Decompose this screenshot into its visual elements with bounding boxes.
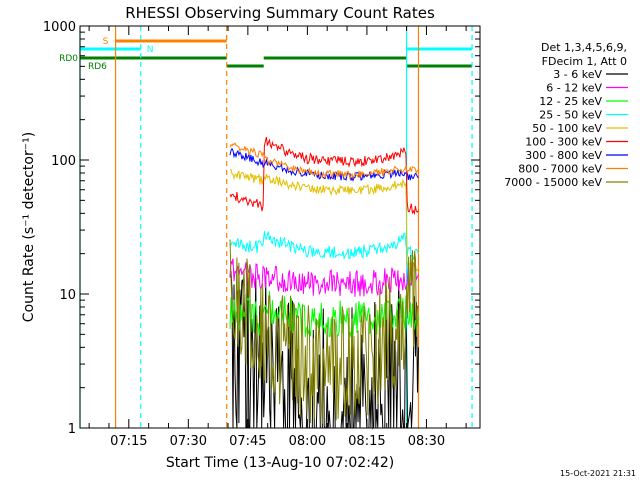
flag-n-label: N	[147, 45, 154, 55]
flag-rd0-label: RD0	[59, 54, 78, 64]
x-tick-label: 08:30	[408, 434, 445, 449]
x-tick-label: 07:45	[229, 434, 266, 449]
legend-header-line1: Det 1,3,4,5,6,9,	[541, 41, 627, 54]
legend-label-6-12-kev: 6 - 12 keV	[546, 82, 602, 95]
legend-label-50-100-kev: 50 - 100 keV	[532, 122, 602, 135]
legend-label-7000-15000-kev: 7000 - 15000 keV	[504, 176, 602, 189]
series-line-800-7000-kev	[229, 142, 419, 180]
chart-title: RHESSI Observing Summary Count Rates	[125, 4, 435, 22]
series-line-7000-15000-kev	[229, 239, 419, 424]
flag-s-label: S	[103, 37, 109, 47]
legend-label-300-800-kev: 300 - 800 keV	[525, 149, 602, 162]
series-lines	[229, 136, 419, 430]
series-line-25-50-kev	[229, 231, 419, 260]
legend-label-12-25-kev: 12 - 25 keV	[539, 95, 602, 108]
flag-rd6-label: RD6	[88, 62, 107, 72]
series-line-300-800-kev	[229, 147, 419, 182]
y-tick-label: 100	[51, 154, 76, 169]
y-tick-label: 1000	[43, 20, 76, 35]
plot-frame	[79, 25, 481, 429]
series-line-100-300-kev	[229, 136, 419, 216]
legend-label-800-7000-kev: 800 - 7000 keV	[518, 163, 602, 176]
series-line-3-6-kev	[229, 270, 419, 430]
legend-header-line2: FDecim 1, Att 0	[542, 55, 627, 68]
x-axis-label: Start Time (13-Aug-10 07:02:42)	[166, 455, 394, 471]
generation-timestamp: 15-Oct-2021 21:31	[560, 469, 636, 478]
y-axis-label: Count Rate (s⁻¹ detector⁻¹)	[21, 132, 37, 322]
y-tick-label: 10	[59, 288, 76, 303]
legend-label-25-50-kev: 25 - 50 keV	[539, 109, 602, 122]
y-axis-ticks: 1 10 100 1000	[43, 20, 480, 437]
flag-bars: S N RD0 RD6	[59, 37, 473, 72]
y-tick-label: 1	[68, 422, 76, 437]
series-line-50-100-kev	[229, 168, 419, 272]
x-tick-label: 07:15	[110, 434, 147, 449]
legend-label-100-300-kev: 100 - 300 keV	[525, 136, 602, 149]
x-tick-label: 07:30	[170, 434, 207, 449]
series-line-6-12-kev	[229, 258, 419, 297]
legend-label-3-6-kev: 3 - 6 keV	[553, 68, 602, 81]
x-tick-label: 08:00	[289, 434, 326, 449]
x-tick-label: 08:15	[348, 434, 385, 449]
x-axis-ticks: 07:15 07:30 07:45 08:00 08:15 08:30	[88, 26, 467, 449]
